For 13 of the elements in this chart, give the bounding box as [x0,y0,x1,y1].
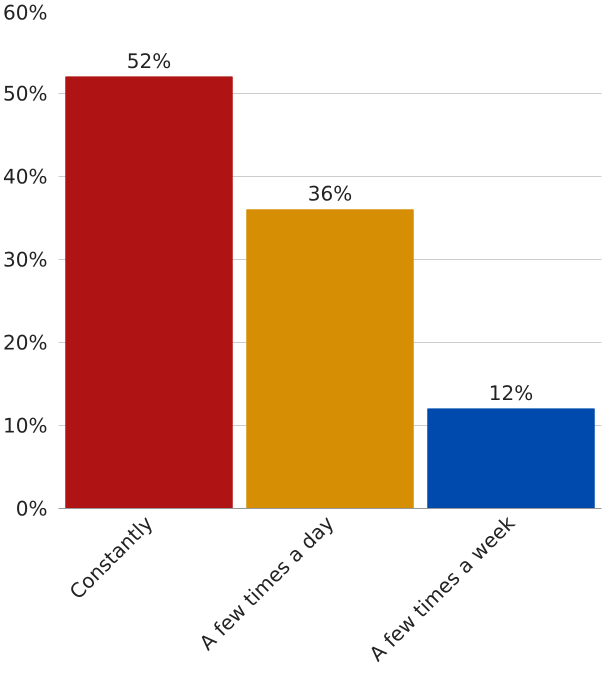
y-tick-label: 60% [3,0,48,24]
y-tick-label: 0% [16,496,48,520]
bar [65,76,233,508]
y-tick-label: 20% [3,330,48,354]
data-label: 12% [488,380,534,405]
y-tick-label: 10% [3,414,48,438]
bar [246,209,414,508]
y-tick-label: 30% [3,248,48,272]
data-label: 52% [126,48,172,73]
data-label: 36% [308,182,352,206]
bar [427,408,595,508]
y-tick-label: 40% [3,164,48,188]
y-tick-label: 50% [3,82,48,106]
